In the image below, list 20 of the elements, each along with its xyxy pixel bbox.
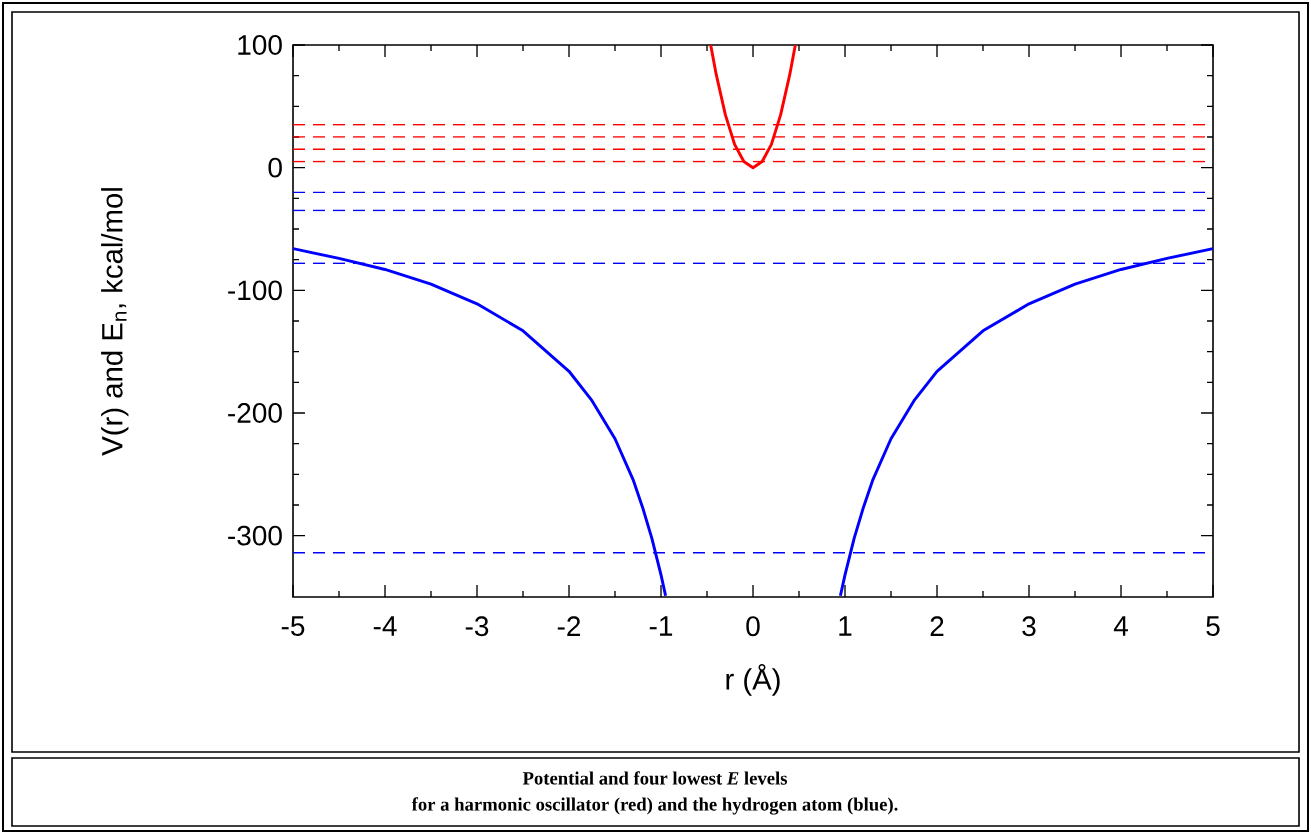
x-tick-label: -5	[281, 616, 305, 636]
x-tick-label: -4	[373, 616, 397, 636]
text: for a harmonic oscillator (red) and the hydrogen atom (blue).	[411, 797, 898, 815]
x-tick-label: 5	[1206, 616, 1220, 636]
x-tick-label: 1	[839, 616, 852, 636]
y-tick-label: 0	[268, 157, 282, 178]
text: Potential and four lowest E levels	[522, 771, 788, 785]
y-tick-label: -300	[228, 525, 282, 546]
y-tick-label: -200	[228, 403, 282, 423]
x-tick-label: -2	[557, 616, 581, 636]
x-tick-label: 2	[930, 616, 944, 636]
x-tick-label: 3	[1022, 616, 1036, 637]
y-tick-label: 100	[238, 35, 282, 55]
y-axis-title: V(r) and E$_{n}$, kcal/mol	[101, 188, 129, 456]
x-axis-title: r (Å)	[726, 664, 780, 696]
y-tick-label: -100	[228, 280, 282, 301]
x-tick-label: -3	[465, 616, 489, 637]
x-tick-label: -1	[649, 616, 673, 636]
x-tick-label: 4	[1113, 616, 1128, 636]
x-tick-label: 0	[746, 616, 760, 637]
